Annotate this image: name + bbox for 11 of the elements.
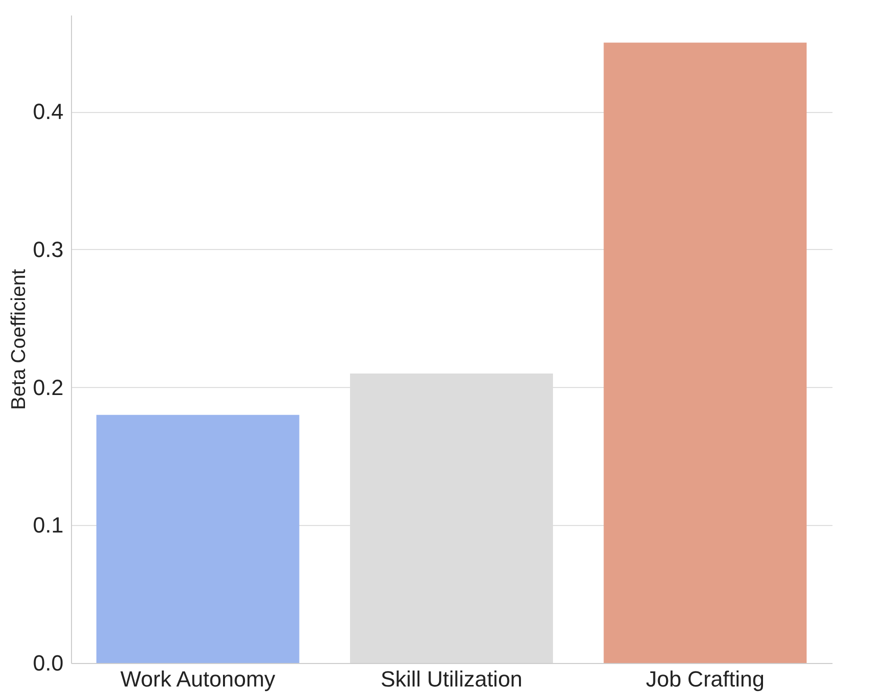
y-tick-label: 0.1 xyxy=(32,512,64,538)
y-tick-label: 0.2 xyxy=(32,374,64,400)
x-tick-label: Job Crafting xyxy=(646,666,764,692)
bar xyxy=(96,414,300,663)
bar xyxy=(604,42,807,663)
y-tick-label: 0.4 xyxy=(32,99,64,124)
x-tick-label: Skill Utilization xyxy=(380,666,522,692)
y-tick-label: 0.3 xyxy=(32,236,64,262)
x-tick-label: Work Autonomy xyxy=(120,666,276,692)
y-axis-title: Beta Coefficient xyxy=(8,268,30,410)
y-tick-label: 0.0 xyxy=(32,650,64,676)
